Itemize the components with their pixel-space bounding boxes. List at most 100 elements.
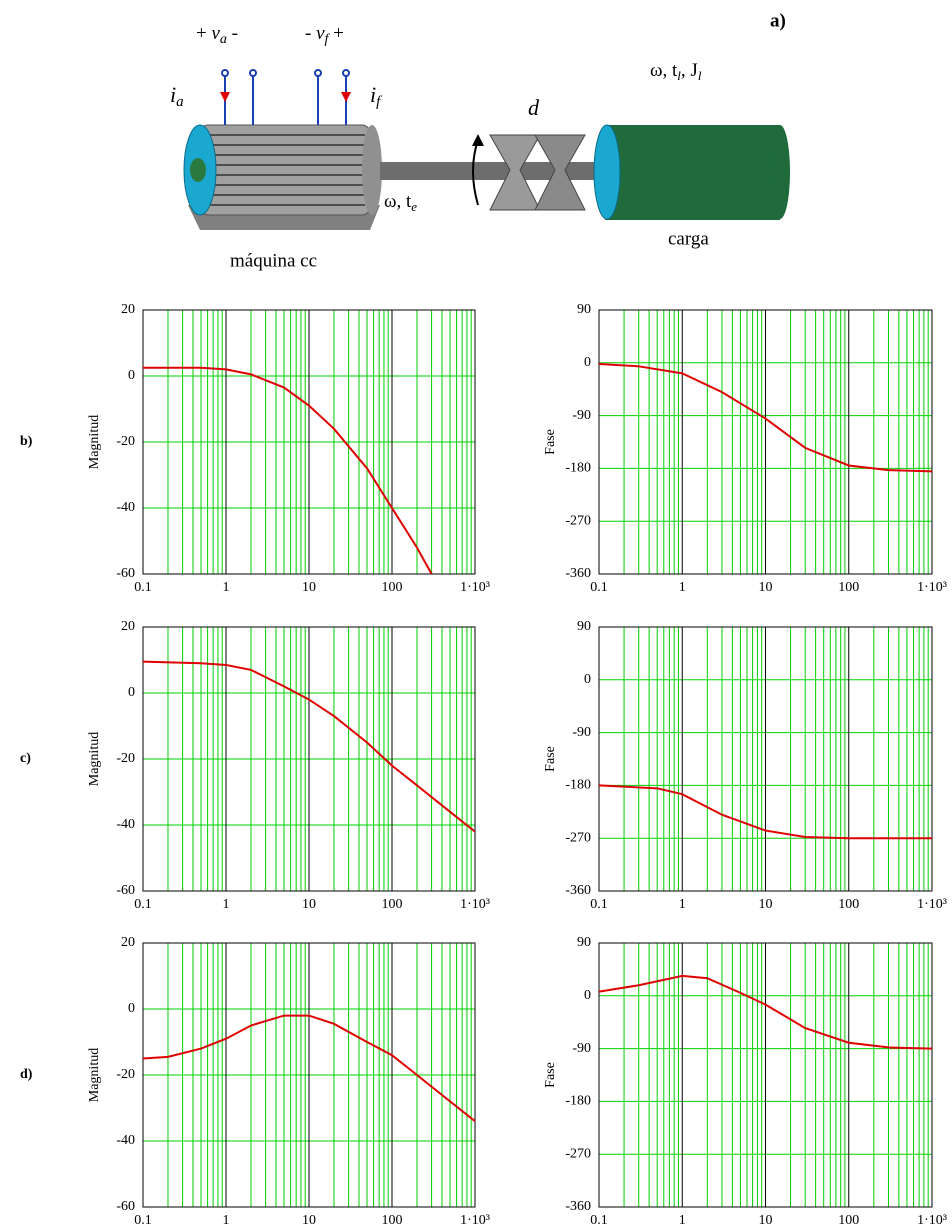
current-label: ia <box>170 82 184 110</box>
voltage-label: + va - <box>196 23 238 47</box>
y-tick-label: 20 <box>121 302 135 317</box>
subscript: a <box>176 94 184 110</box>
y-tick-label: 90 <box>577 302 591 317</box>
text: ω, t <box>384 191 412 212</box>
y-tick-label: -360 <box>565 883 591 898</box>
plot-frame <box>598 942 933 1208</box>
load-end <box>770 125 790 219</box>
y-tick-label: -90 <box>572 408 591 423</box>
machine-shaft-tip <box>190 158 206 182</box>
machine-diagram: a) + va - - vf + ia if ω, tl, Jl d ω, te… <box>170 10 790 271</box>
response-line <box>599 362 932 473</box>
y-tick-label: -60 <box>116 566 135 581</box>
machine-body <box>199 124 371 216</box>
current-arrow <box>341 92 351 102</box>
x-tick-label: 1·10³ <box>917 1213 947 1228</box>
x-tick-label: 1 <box>223 580 230 595</box>
x-tick-label: 1·10³ <box>917 897 947 912</box>
terminals <box>221 69 350 125</box>
symbol: i <box>370 82 376 107</box>
shaft <box>380 162 615 180</box>
panel-label: b) <box>20 434 33 449</box>
y-tick-label: 90 <box>577 619 591 634</box>
x-tick-label: 10 <box>302 1213 316 1228</box>
x-tick-label: 0.1 <box>590 580 608 595</box>
subscript: a <box>220 32 227 47</box>
sign: - <box>227 23 238 44</box>
subscript: f <box>376 94 382 110</box>
x-tick-label: 10 <box>759 1213 773 1228</box>
y-tick-label: -20 <box>116 1067 135 1082</box>
coupling-right <box>534 134 586 211</box>
x-tick-label: 0.1 <box>590 897 608 912</box>
text: , J <box>681 60 698 81</box>
y-tick-label: -40 <box>116 1133 135 1148</box>
machine-end <box>362 125 382 215</box>
x-tick-label: 0.1 <box>134 580 152 595</box>
y-axis-label: Fase <box>543 429 558 455</box>
subscript: l <box>698 68 702 83</box>
x-tick-label: 10 <box>759 580 773 595</box>
y-tick-label: 0 <box>584 988 591 1003</box>
symbol: v <box>316 23 325 44</box>
y-axis-label: Magnitud <box>87 415 102 469</box>
current-arrow <box>220 92 230 102</box>
panel-label: c) <box>20 751 31 766</box>
response-line <box>143 1014 475 1122</box>
x-tick-label: 100 <box>382 1213 403 1228</box>
y-tick-label: -90 <box>572 1041 591 1056</box>
x-tick-label: 10 <box>302 580 316 595</box>
y-tick-label: -180 <box>565 778 591 793</box>
rotation-arrowhead <box>472 134 484 146</box>
bode-plot: -360 -270 -180 -90 0 90 0.1 1 10 100 1·10³ Fase <box>543 935 947 1228</box>
x-tick-label: 10 <box>302 897 316 912</box>
bode-plot: -360 -270 -180 -90 0 90 0.1 1 10 100 1·10³ Fase <box>543 302 947 595</box>
text: ω, t <box>650 60 678 81</box>
y-tick-label: -60 <box>116 883 135 898</box>
y-tick-label: -40 <box>116 817 135 832</box>
y-tick-label: -360 <box>565 1199 591 1214</box>
y-axis-label: Magnitud <box>87 732 102 786</box>
load-body <box>605 125 780 220</box>
subscript: f <box>325 32 331 47</box>
x-tick-label: 1 <box>223 897 230 912</box>
subscript: l <box>677 68 681 83</box>
sign: + <box>196 23 211 44</box>
y-axis-label: Fase <box>543 746 558 772</box>
y-tick-label: -20 <box>116 434 135 449</box>
x-tick-label: 1·10³ <box>917 580 947 595</box>
y-tick-label: -20 <box>116 751 135 766</box>
bode-plot: -60 -40 -20 0 20 0.1 1 10 100 1·10³ Magnitud c) <box>20 619 490 912</box>
x-tick-label: 1 <box>679 897 686 912</box>
bode-plot: -60 -40 -20 0 20 0.1 1 10 100 1·10³ Magnitud d) <box>20 935 490 1228</box>
bode-plot: -360 -270 -180 -90 0 90 0.1 1 10 100 1·10³ Fase <box>543 619 947 912</box>
panel-label: a) <box>770 10 786 31</box>
shaft-label: ω, te <box>384 191 417 214</box>
x-tick-label: 1·10³ <box>460 1213 490 1228</box>
current-label: if <box>370 82 382 110</box>
plot-frame <box>598 309 933 575</box>
x-tick-label: 100 <box>382 897 403 912</box>
y-tick-label: -360 <box>565 566 591 581</box>
y-axis-label: Magnitud <box>87 1048 102 1102</box>
y-tick-label: -270 <box>565 1146 591 1161</box>
plot-frame <box>142 942 476 1208</box>
y-tick-label: -90 <box>572 725 591 740</box>
x-tick-label: 0.1 <box>590 1213 608 1228</box>
sign: - <box>305 23 316 44</box>
x-tick-label: 1 <box>679 580 686 595</box>
coupling-label: d <box>528 95 540 120</box>
x-tick-label: 0.1 <box>134 1213 152 1228</box>
sign: + <box>328 23 343 44</box>
y-tick-label: 0 <box>584 672 591 687</box>
response-line <box>599 974 932 1050</box>
x-tick-label: 100 <box>838 897 859 912</box>
y-tick-label: -270 <box>565 513 591 528</box>
y-tick-label: 0 <box>584 355 591 370</box>
y-tick-label: -270 <box>565 830 591 845</box>
voltage-label: - vf + <box>305 23 344 47</box>
load-face <box>593 124 621 220</box>
y-tick-label: 0 <box>128 1001 135 1016</box>
y-tick-label: 20 <box>121 935 135 950</box>
